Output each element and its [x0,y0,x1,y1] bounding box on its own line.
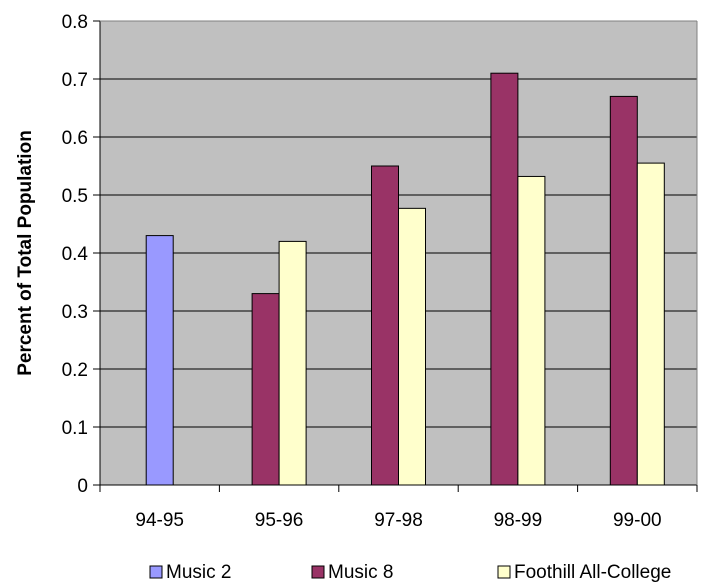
bar-music-8-97-98 [371,165,399,486]
bar-music-8-98-99 [490,72,519,486]
y-tick-label: 0.2 [62,360,88,381]
x-tick-labels: 94-95 95-96 97-98 98-99 99-00 [135,510,661,531]
bar-foothill-all-college-99-00 [636,162,665,486]
legend-swatch [497,565,511,579]
legend-label: Music 8 [328,562,393,583]
y-tick-label: 0.4 [62,244,89,265]
bar-foothill-all-college-97-98 [398,207,426,486]
bar-foothill-all-college-95-96 [278,240,307,486]
legend-swatch [311,565,325,579]
bar-foothill-all-college-98-99 [517,175,546,486]
y-axis-title: Percent of Total Population [15,130,36,376]
y-tick-label: 0.5 [62,186,88,207]
y-tick-label: 0.7 [62,70,88,91]
y-tick-label: 0.8 [62,12,88,33]
axes [93,20,698,492]
x-tick-label: 98-99 [494,510,543,531]
legend: Music 2 Music 8 Foothill All-College [149,562,671,583]
bar-music-2-94-95 [145,235,174,486]
y-tick-labels: 0 0.1 0.2 0.3 0.4 0.5 0.6 0.7 0.8 [62,12,89,497]
y-tick-label: 0.3 [62,302,88,323]
x-tick-label: 95-96 [255,510,304,531]
legend-label: Foothill All-College [514,562,671,583]
bar-music-8-99-00 [609,95,638,486]
legend-label: Music 2 [166,562,231,583]
y-tick-label: 0.6 [62,128,88,149]
bar-music-8-95-96 [251,293,280,486]
legend-swatch [149,565,163,579]
x-tick-label: 99-00 [613,510,662,531]
bars [145,72,665,486]
x-tick-label: 97-98 [374,510,423,531]
x-tick-label: 94-95 [135,510,184,531]
y-tick-label: 0 [77,476,88,497]
y-tick-label: 0.1 [62,418,88,439]
